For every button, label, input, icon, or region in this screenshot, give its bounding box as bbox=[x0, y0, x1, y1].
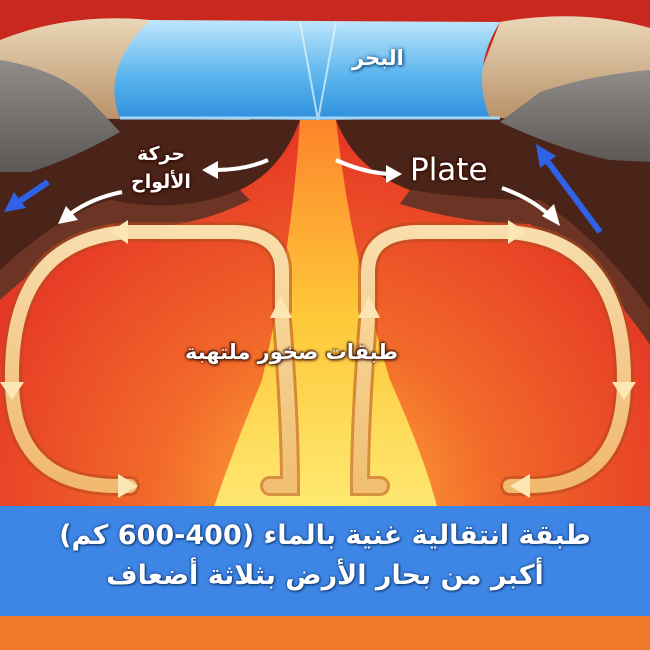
plate-move-arrow-lower-left bbox=[58, 190, 123, 224]
convection-cell-left bbox=[0, 220, 301, 498]
caption-line-2: أكبر من بحار الأرض بثلاثة أضعاف bbox=[106, 560, 544, 591]
hot-rock-layers-label: طبقات صخور ملتهبة bbox=[185, 340, 399, 364]
plate-move-arrow-upper-left bbox=[202, 158, 269, 179]
plate-movement-label-line2: الألواح bbox=[131, 171, 191, 193]
convection-cell-right bbox=[349, 220, 636, 498]
rock-left bbox=[0, 60, 120, 172]
plate-movement-label: حركة الألواح bbox=[118, 140, 204, 196]
plate-move-arrow-lower-right bbox=[501, 186, 560, 226]
caption-band: طبقة انتقالية غنية بالماء (400-600 كم) أ… bbox=[0, 506, 650, 616]
subduction-arrow-right bbox=[536, 144, 603, 234]
plate-move-arrow-upper-right bbox=[335, 158, 402, 183]
plate-right bbox=[336, 112, 650, 310]
plate-label: Plate bbox=[410, 152, 488, 188]
sea bbox=[114, 20, 501, 120]
sea-label: البحر bbox=[352, 46, 404, 70]
sea-surface-ridge bbox=[299, 21, 337, 121]
lower-mantle-strip bbox=[0, 616, 650, 650]
caption-line-1: طبقة انتقالية غنية بالماء (400-600 كم) bbox=[59, 520, 591, 551]
rock-right bbox=[500, 70, 650, 162]
magma-plume bbox=[210, 116, 440, 520]
subduction-arrow-left bbox=[4, 179, 50, 212]
plate-left-lower bbox=[0, 190, 250, 300]
plate-movement-label-line1: حركة bbox=[136, 143, 186, 165]
